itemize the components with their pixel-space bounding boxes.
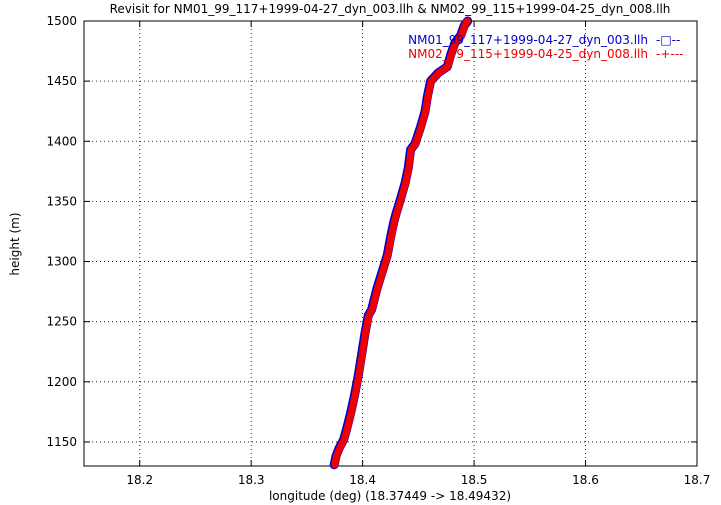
data-point <box>341 436 348 443</box>
data-point <box>458 32 465 39</box>
data-point <box>418 123 425 130</box>
legend: NM01_99_117+1999-04-27_dyn_003.llh -□-- NM… <box>408 33 683 61</box>
data-point <box>424 93 431 100</box>
y-tick-label: 1500 <box>46 14 77 28</box>
data-point <box>336 444 343 451</box>
y-tick-label: 1200 <box>46 375 77 389</box>
series-layer <box>329 16 473 470</box>
series-line <box>331 17 471 469</box>
data-point <box>444 63 451 70</box>
y-tick-label: 1400 <box>46 134 77 148</box>
data-point <box>393 210 400 217</box>
data-point <box>461 22 468 29</box>
data-point <box>408 146 415 153</box>
legend-sample: -+--- <box>656 47 683 61</box>
data-point <box>405 164 412 171</box>
legend-sample: -□-- <box>656 33 680 47</box>
x-tick-label: 18.6 <box>572 473 599 487</box>
x-tick-label: 18.5 <box>461 473 488 487</box>
data-point <box>435 69 442 76</box>
chart-title: Revisit for NM01_99_117+1999-04-27_dyn_0… <box>110 2 671 16</box>
y-axis-ticks: 1150 1200 1250 1300 1350 1400 1450 1500 <box>46 14 697 449</box>
data-point <box>391 218 398 225</box>
data-point <box>422 108 429 115</box>
y-tick-label: 1450 <box>46 74 77 88</box>
y-axis-label: height (m) <box>8 212 22 275</box>
data-point <box>374 285 381 291</box>
legend-label: NM01_99_117+1999-04-27_dyn_003.llh <box>408 33 648 47</box>
y-tick-label: 1150 <box>46 435 77 449</box>
data-point <box>369 306 376 313</box>
y-tick-label: 1350 <box>46 194 77 208</box>
y-tick-label: 1300 <box>46 255 77 269</box>
data-point <box>448 51 455 58</box>
data-point <box>362 330 369 337</box>
data-point <box>402 180 409 187</box>
data-point <box>344 424 351 431</box>
data-point <box>398 196 405 202</box>
data-point <box>428 78 435 85</box>
data-point <box>331 461 338 468</box>
plot-frame <box>83 20 698 467</box>
data-point <box>412 140 419 147</box>
x-axis-label: longitude (deg) (18.37449 -> 18.49432) <box>269 489 511 503</box>
x-tick-label: 18.7 <box>684 473 711 487</box>
x-tick-label: 18.3 <box>238 473 265 487</box>
y-tick-label: 1250 <box>46 315 77 329</box>
data-point <box>365 312 372 319</box>
x-tick-label: 18.2 <box>126 473 153 487</box>
data-point <box>352 390 359 397</box>
x-axis-ticks: 18.2 18.3 18.4 18.5 18.6 18.7 <box>126 21 710 487</box>
data-point <box>359 352 366 359</box>
series-2 <box>331 17 471 469</box>
data-point <box>380 266 387 273</box>
data-point <box>452 39 459 46</box>
data-point <box>464 18 471 24</box>
legend-label: NM02_99_115+1999-04-25_dyn_008.llh <box>408 47 648 61</box>
data-point <box>348 408 355 415</box>
data-point <box>355 372 362 379</box>
data-point <box>388 234 395 241</box>
data-point <box>333 453 340 460</box>
data-point <box>384 252 391 259</box>
x-tick-label: 18.4 <box>349 473 376 487</box>
